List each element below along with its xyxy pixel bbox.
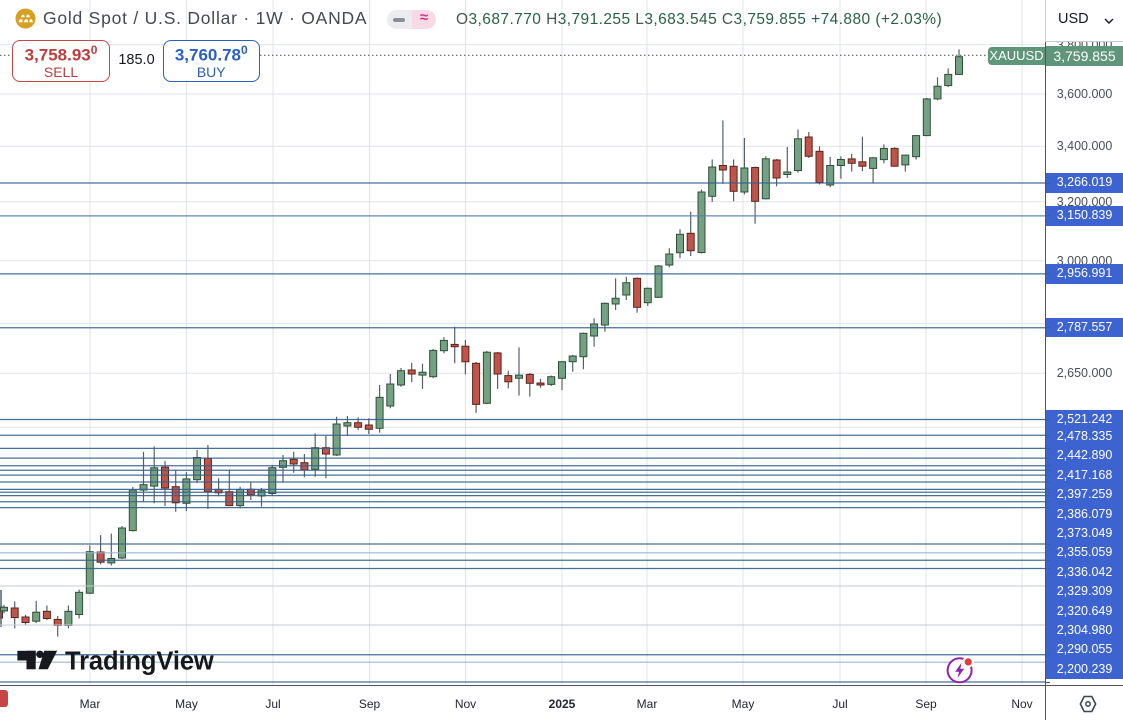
svg-text:TradingView: TradingView (65, 648, 214, 676)
